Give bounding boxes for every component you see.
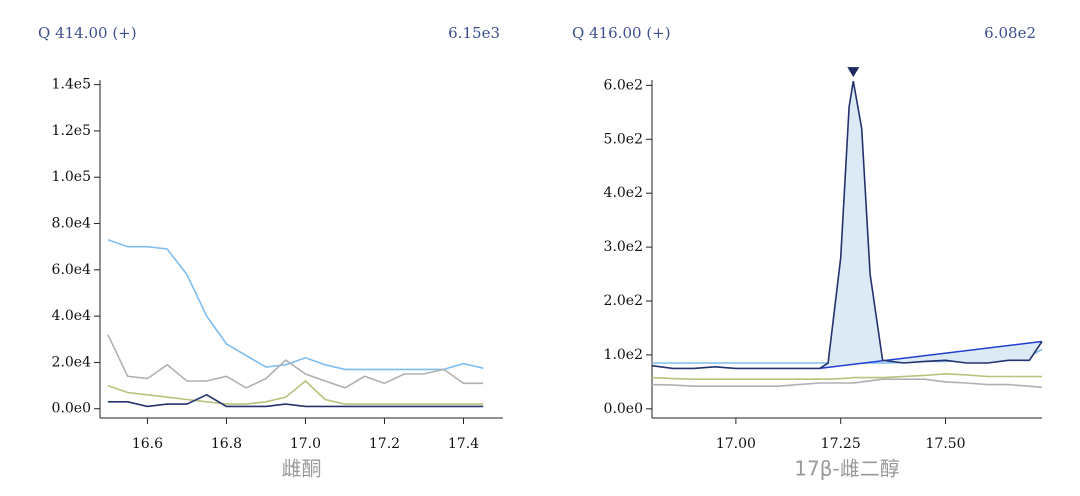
trace-line	[651, 80, 1043, 370]
x-tick-label: 17.50	[926, 436, 966, 452]
trace-line	[107, 334, 484, 389]
chart-panel: Q 414.00 (+) 6.15e3 雌酮 0.0e0 2.0e4 4.0e4 6.0e4…	[38, 24, 503, 481]
y-tick-label: 1.0e2	[604, 347, 643, 363]
y-tick-label: 2.0e4	[52, 354, 92, 370]
y-tick-label: 4.0e4	[52, 308, 92, 324]
max-intensity: 6.15e3	[448, 24, 500, 42]
trace-line	[107, 379, 484, 405]
chart-panel: Q 416.00 (+) 6.08e2 17β-雌二醇 0.0e0 1.0e2 2.0e2…	[572, 24, 1043, 481]
y-tick-label: 1.2e5	[52, 123, 91, 139]
x-tick-label: 17.25	[821, 436, 861, 452]
peak-baseline	[819, 340, 1043, 370]
x-tick-label: 16.6	[132, 436, 163, 452]
x-tick-label: 17.00	[716, 436, 756, 452]
trace-line	[107, 238, 484, 371]
peak-area	[819, 81, 1042, 369]
x-tick-label: 17.0	[290, 436, 321, 452]
y-tick-label: 1.0e5	[52, 169, 91, 185]
peak-marker	[847, 67, 860, 78]
x-tick-label: 16.8	[211, 436, 242, 452]
x-tick-label: 17.4	[448, 436, 479, 452]
y-tick-label: 0.0e0	[604, 401, 643, 417]
y-tick-label: 8.0e4	[52, 216, 92, 232]
y-tick-label: 4.0e2	[604, 185, 643, 201]
x-axis-label: 雌酮	[282, 457, 322, 481]
y-tick-label: 6.0e4	[52, 262, 92, 278]
trace-line	[107, 393, 484, 408]
chart-title: Q 414.00 (+)	[38, 24, 137, 42]
y-tick-label: 1.4e5	[52, 77, 91, 93]
y-tick-label: 0.0e0	[52, 401, 91, 417]
y-tick-label: 3.0e2	[604, 239, 643, 255]
trace-line	[651, 372, 1042, 380]
x-tick-label: 17.2	[369, 436, 400, 452]
max-intensity: 6.08e2	[984, 24, 1036, 42]
trace-line	[651, 378, 1043, 389]
y-tick-label: 5.0e2	[604, 131, 643, 147]
x-axis-label: 17β-雌二醇	[794, 457, 899, 481]
y-tick-label: 6.0e2	[604, 77, 643, 93]
chart-title: Q 416.00 (+)	[572, 24, 671, 42]
y-tick-label: 2.0e2	[604, 293, 643, 309]
